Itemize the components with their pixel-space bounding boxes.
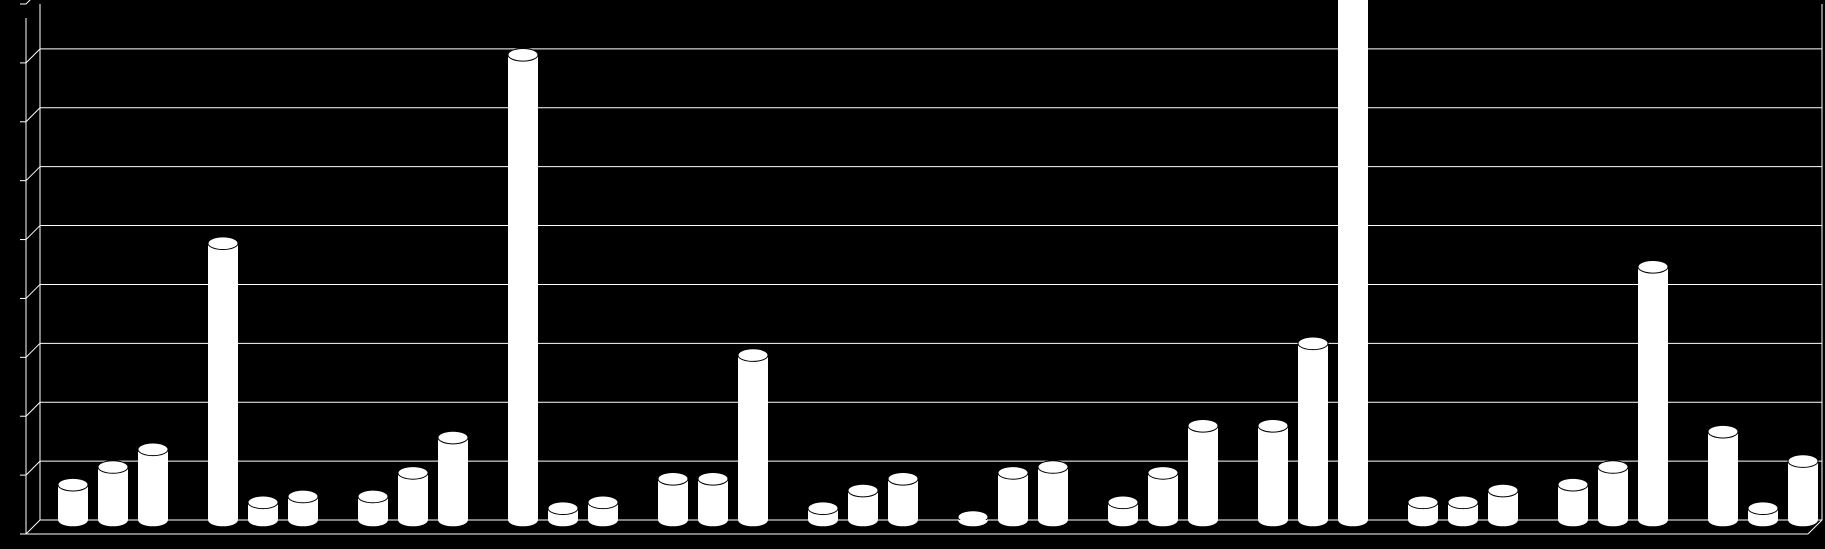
- bar-chart: [0, 0, 1825, 549]
